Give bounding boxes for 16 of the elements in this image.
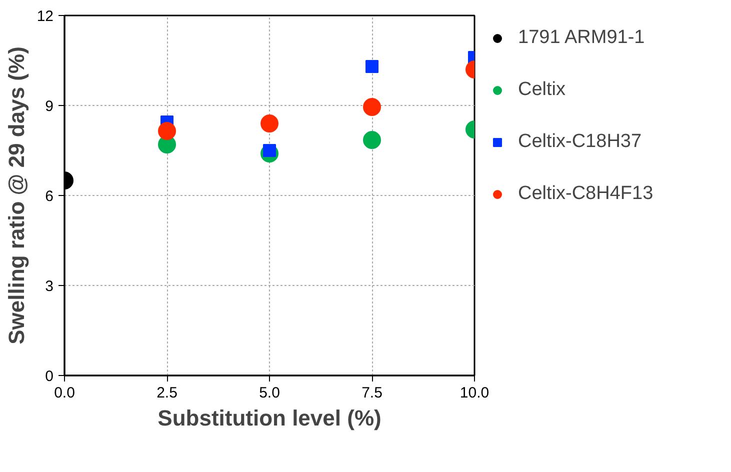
legend-label: Celtix (518, 79, 566, 101)
legend-label: 1791 ARM91-1 (518, 27, 645, 49)
legend-label: Celtix-C18H37 (518, 131, 642, 153)
y-tick-label: 0 (45, 368, 54, 385)
y-tick-label: 3 (45, 278, 54, 295)
legend-label: Celtix-C8H4F13 (518, 183, 654, 205)
y-tick-label: 9 (45, 98, 54, 115)
y-tick-label: 6 (45, 188, 54, 205)
y-tick-label: 12 (36, 8, 54, 25)
y-axis-title: Swelling ratio @ 29 days (%) (4, 46, 29, 344)
x-tick-label: 10.0 (460, 384, 490, 402)
x-tick-label: 2.5 (156, 384, 178, 402)
x-tick-label: 7.5 (362, 384, 382, 402)
x-tick-label: 0.0 (54, 384, 75, 402)
x-axis-title: Substitution level (%) (158, 406, 382, 430)
x-tick-label: 5.0 (259, 384, 280, 402)
